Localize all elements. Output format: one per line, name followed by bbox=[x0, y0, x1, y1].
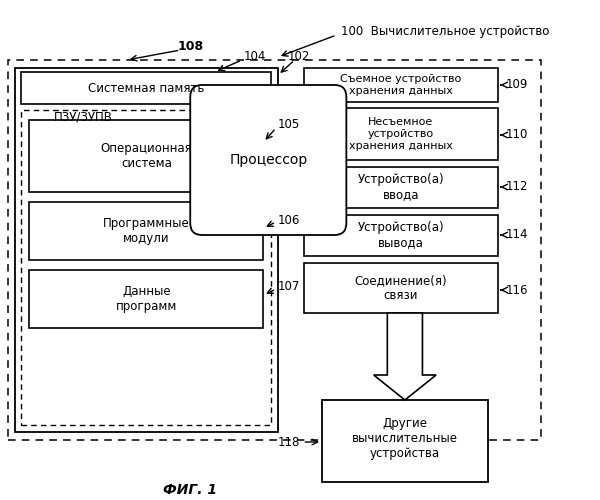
Text: Другие
вычислительные
устройства: Другие вычислительные устройства bbox=[352, 418, 458, 461]
Text: Системная память: Системная память bbox=[88, 82, 205, 94]
Text: ФИГ. 1: ФИГ. 1 bbox=[163, 483, 217, 497]
Text: 104: 104 bbox=[244, 50, 266, 64]
Text: 105: 105 bbox=[278, 118, 301, 132]
Bar bbox=[304, 108, 497, 160]
Text: 114: 114 bbox=[505, 228, 528, 241]
Text: 102: 102 bbox=[288, 50, 310, 64]
Text: Устройство(а)
вывода: Устройство(а) вывода bbox=[358, 222, 444, 250]
Text: Несъемное
устройство
хранения данных: Несъемное устройство хранения данных bbox=[349, 118, 453, 150]
Bar bbox=[304, 215, 497, 256]
Text: 110: 110 bbox=[505, 128, 528, 141]
Text: 108: 108 bbox=[177, 40, 203, 54]
Bar bbox=[29, 270, 263, 328]
Text: Съемное устройство
хранения данных: Съемное устройство хранения данных bbox=[340, 74, 461, 96]
Text: 106: 106 bbox=[278, 214, 301, 226]
Text: 118: 118 bbox=[278, 436, 301, 448]
Text: Программные
модули: Программные модули bbox=[103, 217, 190, 245]
Text: 109: 109 bbox=[505, 78, 528, 92]
Text: Операционная
система: Операционная система bbox=[100, 142, 192, 170]
Bar bbox=[322, 400, 488, 482]
Bar bbox=[8, 60, 541, 440]
Text: Соединение(я)
связи: Соединение(я) связи bbox=[355, 274, 447, 302]
Text: Данные
программ: Данные программ bbox=[116, 285, 177, 313]
Text: Процессор: Процессор bbox=[229, 153, 307, 167]
Text: Устройство(а)
ввода: Устройство(а) ввода bbox=[358, 174, 444, 202]
Bar bbox=[14, 68, 278, 432]
Text: 112: 112 bbox=[505, 180, 528, 194]
Polygon shape bbox=[374, 313, 436, 400]
FancyBboxPatch shape bbox=[190, 85, 346, 235]
Bar bbox=[304, 167, 497, 208]
Text: ПЗУ/ЗУПВ: ПЗУ/ЗУПВ bbox=[53, 110, 113, 124]
Text: 100  Вычислительное устройство: 100 Вычислительное устройство bbox=[341, 26, 550, 38]
Bar bbox=[22, 110, 271, 425]
Bar bbox=[22, 72, 271, 104]
Bar bbox=[304, 263, 497, 313]
Bar bbox=[29, 202, 263, 260]
Bar bbox=[29, 120, 263, 192]
Text: 107: 107 bbox=[278, 280, 301, 293]
Bar bbox=[304, 68, 497, 102]
Text: 116: 116 bbox=[505, 284, 528, 296]
